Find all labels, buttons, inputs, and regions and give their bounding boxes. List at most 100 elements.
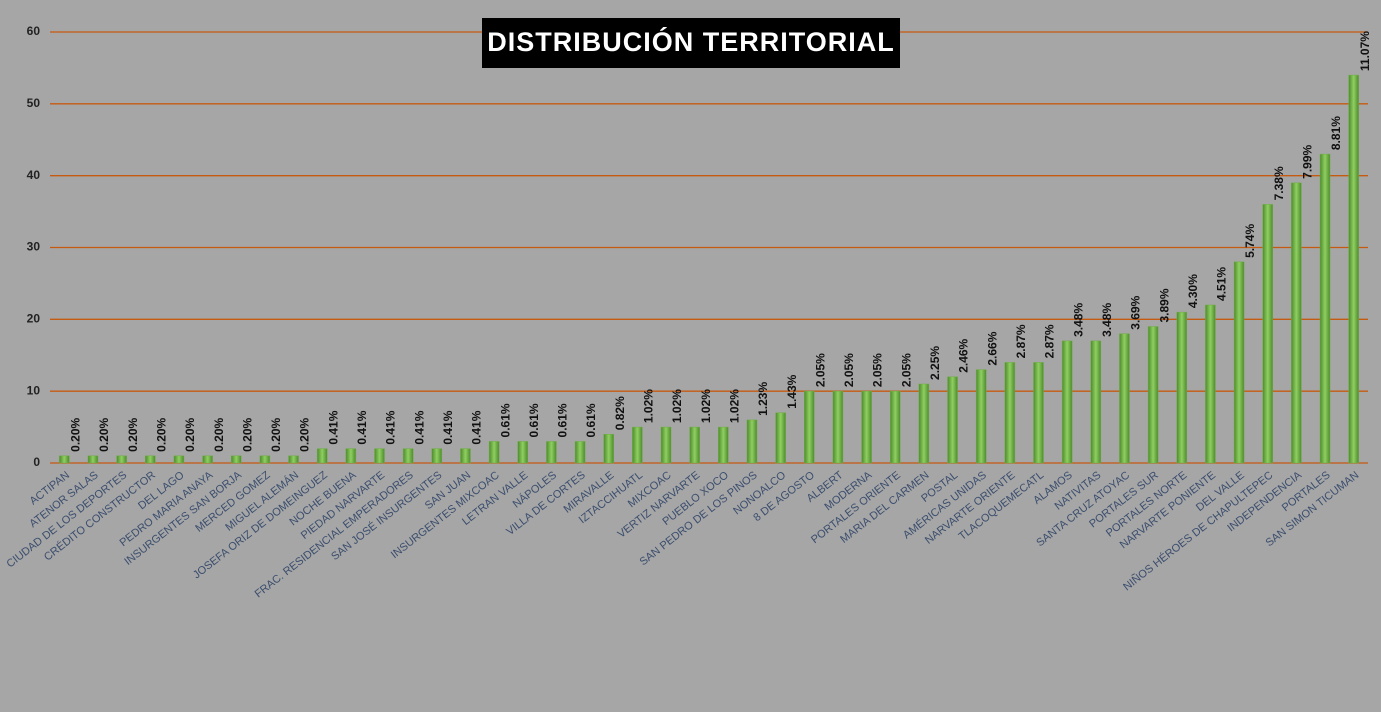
x-tick-label: CIUDAD DE LOS DEPORTES	[5, 469, 130, 570]
bar	[488, 441, 500, 464]
value-label: 0.20%	[240, 417, 254, 451]
value-label: 4.51%	[1215, 267, 1229, 301]
value-label: 0.41%	[384, 410, 398, 444]
value-label: 0.41%	[441, 410, 455, 444]
value-label: 2.05%	[842, 353, 856, 387]
bar	[947, 376, 958, 464]
value-label: 1.02%	[699, 389, 713, 423]
bar	[660, 426, 672, 464]
bar	[202, 455, 213, 464]
bar	[431, 448, 443, 464]
value-label: 2.46%	[957, 338, 971, 372]
bar	[288, 455, 299, 464]
bar	[230, 455, 242, 464]
bar	[1233, 261, 1245, 464]
value-label: 2.05%	[871, 353, 885, 387]
value-label: 1.43%	[785, 374, 799, 408]
value-label: 3.69%	[1129, 295, 1143, 329]
bar	[1090, 340, 1102, 464]
bar	[603, 434, 614, 464]
bar	[632, 426, 643, 464]
value-label: 4.30%	[1186, 274, 1200, 308]
value-label: 0.20%	[126, 417, 140, 451]
bar	[87, 455, 99, 464]
value-label: 0.61%	[556, 403, 570, 437]
value-label: 0.41%	[412, 410, 426, 444]
y-tick-label: 40	[27, 168, 41, 182]
value-label: 3.89%	[1157, 288, 1171, 322]
value-label: 3.48%	[1100, 303, 1114, 337]
bar	[775, 412, 786, 464]
bar	[59, 455, 70, 464]
bar	[804, 390, 815, 464]
value-label: 7.99%	[1301, 144, 1315, 178]
value-label: 2.66%	[985, 331, 999, 365]
bar	[345, 448, 357, 464]
chart-title: DISTRIBUCIÓN TERRITORIAL	[487, 26, 895, 57]
bar	[1205, 304, 1216, 464]
value-label: 0.20%	[212, 417, 226, 451]
y-tick-label: 0	[33, 455, 40, 469]
value-label: 5.74%	[1243, 224, 1257, 258]
bar	[1147, 326, 1159, 464]
bar	[746, 419, 758, 464]
value-label: 0.61%	[584, 403, 598, 437]
bar	[1262, 204, 1273, 464]
value-label: 0.20%	[269, 417, 283, 451]
bar	[173, 455, 185, 464]
y-tick-label: 50	[27, 96, 41, 110]
bar	[145, 455, 156, 464]
bar	[402, 448, 414, 464]
value-label: 1.02%	[642, 389, 656, 423]
bar	[861, 390, 872, 464]
value-label: 11.07%	[1358, 31, 1372, 71]
bar	[689, 426, 700, 464]
value-label: 0.20%	[68, 417, 82, 451]
value-label: 0.20%	[154, 417, 168, 451]
value-label: 0.41%	[355, 410, 369, 444]
value-label: 0.20%	[298, 417, 312, 451]
bar	[1319, 153, 1331, 464]
value-label: 2.87%	[1014, 324, 1028, 358]
value-label: 0.20%	[97, 417, 111, 451]
value-label: 2.05%	[813, 353, 827, 387]
y-tick-label: 20	[27, 312, 41, 326]
bar	[259, 455, 271, 464]
bar	[975, 369, 987, 464]
bar	[1176, 311, 1188, 464]
bar	[1119, 333, 1130, 464]
bar	[374, 448, 385, 464]
value-label: 0.61%	[527, 403, 541, 437]
bar	[1348, 74, 1359, 464]
value-label: 0.61%	[498, 403, 512, 437]
y-tick-label: 60	[27, 24, 41, 38]
bar	[574, 441, 586, 464]
bar	[832, 390, 844, 464]
value-label: 8.81%	[1329, 116, 1343, 150]
value-label: 1.23%	[756, 382, 770, 416]
value-label: 0.41%	[326, 410, 340, 444]
bar	[1061, 340, 1073, 464]
y-tick-label: 10	[27, 383, 41, 397]
value-label: 1.02%	[670, 389, 684, 423]
bar	[718, 426, 729, 464]
value-label: 0.41%	[470, 410, 484, 444]
bar	[546, 441, 557, 464]
bar	[1004, 362, 1016, 464]
bar	[116, 455, 127, 464]
value-label: 2.87%	[1043, 324, 1057, 358]
y-tick-label: 30	[27, 240, 41, 254]
bar	[918, 383, 930, 464]
value-label: 2.05%	[899, 353, 913, 387]
bar	[316, 448, 328, 464]
value-label: 3.48%	[1071, 303, 1085, 337]
bar	[889, 390, 901, 464]
bar	[1291, 182, 1302, 464]
bar	[517, 441, 529, 464]
bar	[1033, 362, 1044, 464]
value-label: 2.25%	[928, 346, 942, 380]
title-box	[482, 18, 900, 68]
value-label: 0.20%	[183, 417, 197, 451]
value-label: 7.38%	[1272, 166, 1286, 200]
